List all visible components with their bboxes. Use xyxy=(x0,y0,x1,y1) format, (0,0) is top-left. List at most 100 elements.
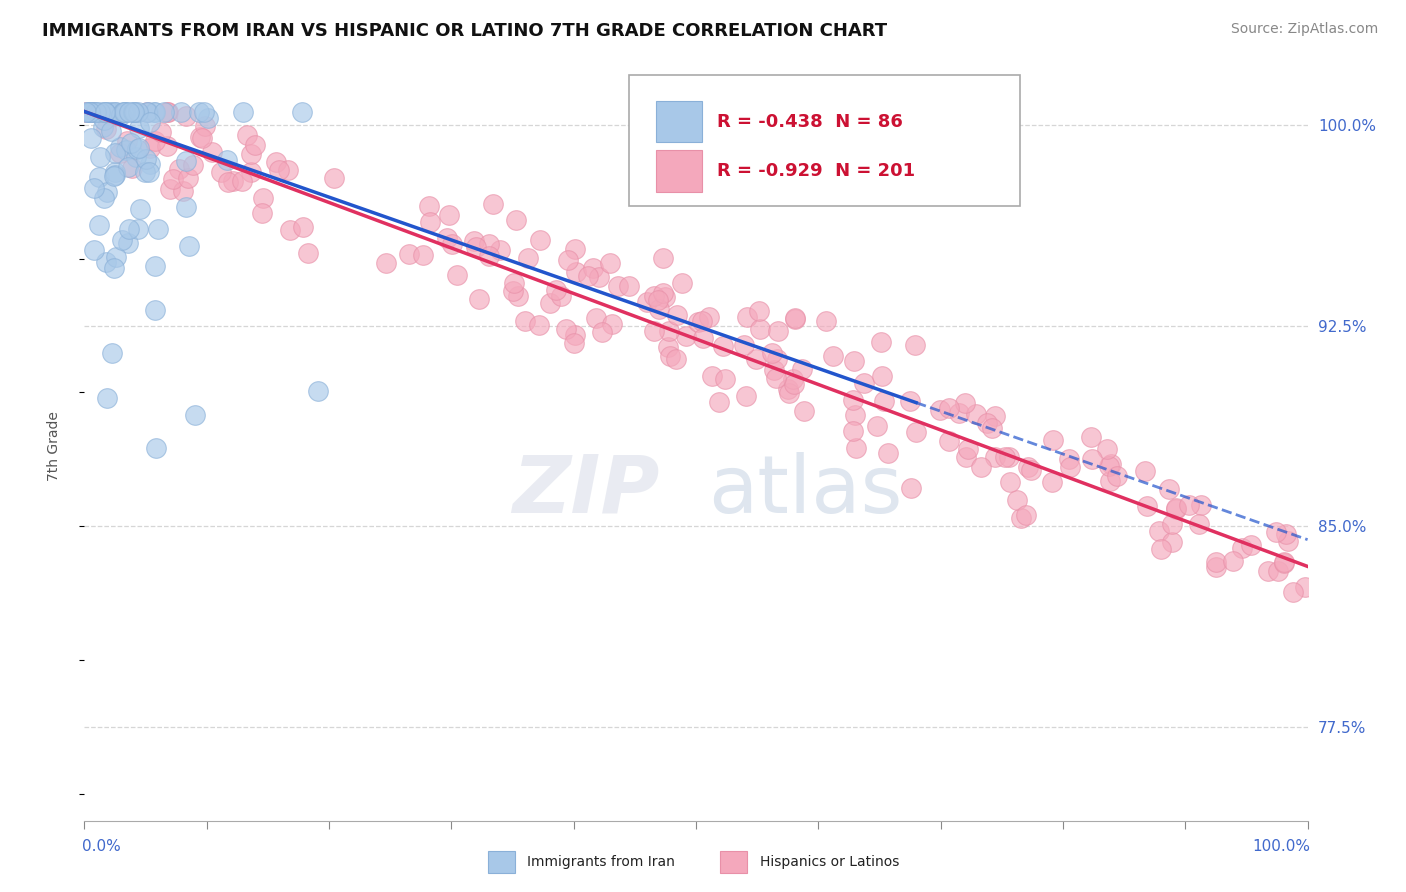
Point xyxy=(83,244,105,258)
Text: 7th Grade: 7th Grade xyxy=(46,411,60,481)
Text: Immigrants from Iran: Immigrants from Iran xyxy=(527,855,675,869)
Point xyxy=(91,120,114,134)
Point xyxy=(94,104,117,119)
Point xyxy=(707,395,730,409)
Point xyxy=(654,290,676,304)
Point xyxy=(1015,508,1038,522)
Point xyxy=(110,108,132,122)
Point xyxy=(761,346,783,360)
Point xyxy=(823,350,845,364)
Point xyxy=(128,141,150,155)
Point xyxy=(648,302,671,317)
Bar xyxy=(655,151,702,192)
Point xyxy=(232,104,254,119)
Point xyxy=(94,104,117,119)
Point xyxy=(1191,498,1213,512)
Point xyxy=(222,173,245,187)
Point xyxy=(745,352,768,367)
Point xyxy=(127,222,149,236)
Point xyxy=(80,104,103,119)
Point xyxy=(564,242,586,256)
Point xyxy=(104,250,127,264)
Point xyxy=(77,104,100,119)
Point xyxy=(110,146,132,161)
Point xyxy=(117,235,139,250)
Point xyxy=(508,289,530,303)
Point xyxy=(418,198,440,212)
Point xyxy=(150,125,173,139)
Point xyxy=(957,442,980,457)
Text: Hispanics or Latinos: Hispanics or Latinos xyxy=(759,855,898,869)
Point xyxy=(464,240,486,254)
Point xyxy=(1019,463,1042,477)
Point xyxy=(1042,433,1064,447)
Point xyxy=(538,295,561,310)
Point xyxy=(1277,534,1299,549)
Point xyxy=(200,145,222,159)
Point xyxy=(89,150,111,164)
Point xyxy=(842,354,865,368)
Point xyxy=(842,393,865,408)
Point xyxy=(124,104,146,119)
Point xyxy=(184,408,207,422)
Point xyxy=(1136,500,1159,514)
Point xyxy=(984,409,1007,424)
Point xyxy=(643,288,665,302)
Point xyxy=(128,121,150,136)
Point xyxy=(1099,457,1122,471)
Point xyxy=(84,104,107,119)
Point xyxy=(94,122,117,136)
Point xyxy=(122,104,145,119)
Point xyxy=(948,406,970,420)
Point xyxy=(110,140,132,154)
Point xyxy=(938,434,960,449)
Point xyxy=(778,385,800,400)
Point xyxy=(1080,430,1102,444)
FancyBboxPatch shape xyxy=(628,75,1021,206)
Point xyxy=(162,172,184,186)
Text: R = -0.438  N = 86: R = -0.438 N = 86 xyxy=(717,112,903,130)
Point xyxy=(714,371,737,385)
Point xyxy=(765,371,787,385)
Point xyxy=(100,124,122,138)
Point xyxy=(174,200,197,214)
Point xyxy=(591,325,613,339)
Point xyxy=(562,336,585,351)
Point xyxy=(690,314,713,328)
Point xyxy=(446,268,468,282)
Point xyxy=(1265,525,1288,540)
Point xyxy=(122,104,145,119)
Point xyxy=(197,112,219,126)
Point xyxy=(436,231,458,245)
Point xyxy=(183,158,205,172)
Point xyxy=(1149,524,1171,538)
Point xyxy=(529,233,551,247)
Point xyxy=(585,310,607,325)
Point xyxy=(146,221,169,235)
Point xyxy=(139,156,162,170)
Point xyxy=(783,312,806,326)
Point xyxy=(143,104,166,119)
Point xyxy=(468,292,491,306)
Point xyxy=(307,384,329,398)
Point xyxy=(697,310,720,325)
Point xyxy=(984,450,1007,464)
Point xyxy=(1017,459,1039,474)
Point xyxy=(115,134,138,148)
Point xyxy=(250,206,273,220)
Point xyxy=(115,143,138,157)
Point xyxy=(117,161,139,175)
Point xyxy=(1040,475,1063,490)
Point xyxy=(94,254,117,268)
Point xyxy=(842,424,865,438)
Point xyxy=(898,393,921,408)
Point xyxy=(1010,511,1032,525)
Point xyxy=(1161,535,1184,549)
Point xyxy=(1257,564,1279,578)
Point xyxy=(136,104,159,119)
Point xyxy=(1005,493,1028,508)
Point xyxy=(565,265,588,279)
Point xyxy=(749,322,772,336)
Point xyxy=(785,310,807,325)
Point xyxy=(702,368,724,383)
